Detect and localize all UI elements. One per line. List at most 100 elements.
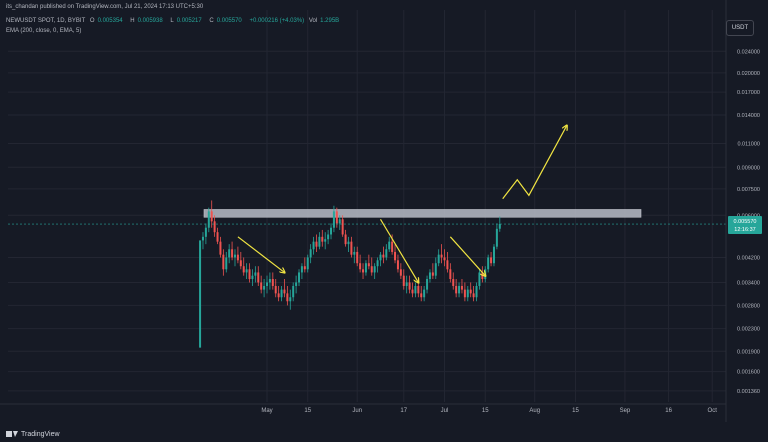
volume-value: Vol 1.295B	[308, 18, 340, 24]
candle-body	[268, 279, 271, 283]
candle	[402, 269, 405, 290]
candle-body	[353, 251, 356, 255]
candle-body	[248, 269, 251, 280]
candle-body	[303, 266, 306, 270]
candle	[245, 263, 248, 280]
candle-body	[460, 285, 463, 290]
price-axis[interactable]: 0.024000 0.020000 0.017000 0.014000 0.011000…	[725, 0, 760, 422]
candle-body	[391, 241, 394, 252]
candle-body	[216, 232, 219, 242]
candle-body	[455, 285, 458, 294]
candle-body	[434, 263, 437, 276]
candle-body	[370, 266, 373, 273]
high-value: H 0.005938	[130, 18, 163, 24]
time-tick-label: Sep	[620, 408, 631, 414]
candle-body	[306, 257, 309, 270]
price-tick-label: 0.003400	[737, 280, 760, 286]
candle	[242, 257, 245, 276]
candle	[426, 275, 429, 294]
time-tick-label: Oct	[708, 408, 718, 414]
symbol-label[interactable]: NEWUSDT SPOT, 1D, BYBIT	[6, 18, 86, 24]
resistance-zone	[203, 209, 642, 218]
candle	[373, 263, 376, 280]
tradingview-footer[interactable]: TradingView	[6, 430, 60, 438]
candle-body	[440, 254, 443, 258]
candle-body	[277, 293, 280, 298]
candle-body	[228, 249, 231, 258]
candle-body	[498, 224, 501, 229]
candle-body	[239, 260, 242, 267]
candle-body	[402, 275, 405, 286]
badge-countdown: 12:16:37	[734, 227, 755, 233]
candle	[405, 275, 408, 294]
tradingview-logo-icon	[6, 430, 18, 438]
price-badge-bg	[728, 216, 762, 235]
candle	[455, 279, 458, 298]
candle-body	[367, 263, 370, 267]
candle-body	[405, 282, 408, 286]
candle	[260, 275, 263, 294]
badge-price: 0.005570	[734, 219, 757, 225]
candle	[490, 251, 493, 267]
candle-body	[266, 282, 268, 286]
currency-button[interactable]: USDT	[726, 20, 754, 36]
candle-body	[414, 285, 417, 294]
candle	[481, 266, 484, 283]
candle-body	[201, 236, 204, 241]
candle-body	[300, 266, 303, 273]
price-tick-label: 0.001900	[737, 349, 760, 355]
candle	[463, 282, 466, 302]
candle	[251, 269, 254, 286]
candle-body	[271, 279, 274, 286]
candle-body	[332, 211, 335, 228]
price-tick-label: 0.017000	[737, 90, 760, 96]
candle-body	[233, 254, 236, 258]
candle-body	[385, 249, 388, 258]
candle	[219, 236, 222, 258]
candle-body	[399, 269, 402, 276]
candle	[362, 263, 365, 280]
price-tick-label: 0.011000	[737, 142, 760, 148]
candle	[379, 251, 382, 267]
candle-body	[219, 241, 222, 255]
trend-arrow	[379, 218, 418, 282]
candle	[356, 246, 359, 267]
price-tick-label: 0.002800	[737, 303, 760, 309]
candle-body	[443, 257, 446, 261]
ohlc-legend: NEWUSDT SPOT, 1D, BYBIT O 0.005354 H 0.005…	[6, 18, 345, 24]
candle-body	[420, 293, 423, 298]
candle	[338, 215, 341, 230]
candle-body	[222, 254, 225, 270]
candle	[344, 229, 347, 247]
candle-body	[472, 293, 475, 298]
candle-body	[437, 254, 440, 264]
candle-body	[431, 272, 434, 276]
time-axis[interactable]: May 15 Jun 17 Jul 15 Aug 15 Sep 16 Oct	[0, 403, 726, 414]
ema-indicator-label[interactable]: EMA (200, close, 0, EMA, 5)	[6, 28, 82, 34]
price-tick-label: 0.014000	[737, 113, 760, 119]
candle-body	[411, 289, 414, 294]
candle-body	[426, 279, 429, 290]
candle-body	[417, 285, 420, 294]
candle	[466, 285, 469, 302]
candle-body	[260, 282, 263, 290]
time-tick-label: 15	[482, 408, 489, 414]
candle	[228, 244, 231, 264]
candle-body	[324, 239, 327, 242]
candle-body	[394, 251, 397, 261]
candle	[315, 234, 318, 252]
price-tick-label: 0.007500	[737, 187, 760, 193]
price-tick-label: 0.001360	[737, 389, 760, 395]
candle	[399, 263, 402, 280]
candle-body	[289, 297, 292, 302]
candle-body	[315, 241, 318, 247]
candle-body	[356, 251, 359, 264]
candle	[367, 254, 370, 270]
candle	[431, 263, 434, 280]
candle	[350, 236, 353, 258]
candle	[487, 254, 490, 273]
candle-body	[362, 269, 365, 273]
candle-body	[446, 260, 449, 270]
candle	[408, 275, 411, 294]
